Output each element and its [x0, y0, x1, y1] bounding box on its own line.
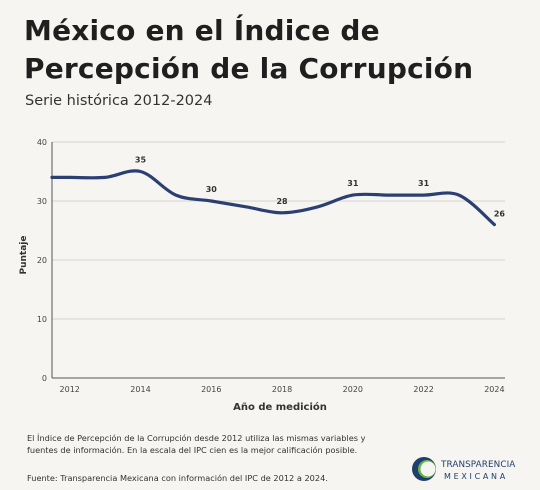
chart-title: México en el Índice de Percepción de la …	[24, 14, 474, 85]
x-tick-label-2018: 2018	[272, 385, 292, 394]
y-tick-label-10: 10	[37, 315, 47, 324]
chart-subtitle: Serie histórica 2012-2024	[25, 93, 213, 109]
transparencia-mexicana-logo: TRANSPARENCIA MEXICANA	[410, 455, 525, 485]
x-tick-label-2014: 2014	[130, 385, 150, 394]
y-tick-label-0: 0	[42, 374, 47, 383]
logo-text-line2: MEXICANA	[444, 472, 508, 481]
logo-text-line1: TRANSPARENCIA	[441, 460, 516, 470]
logo-mark-icon	[412, 457, 436, 481]
data-label-2022: 31	[418, 179, 430, 188]
gridlines	[52, 141, 505, 320]
source-note: Fuente: Transparencia Mexicana con infor…	[27, 473, 328, 483]
x-tick-label-2024: 2024	[484, 385, 504, 394]
x-tick-label-2022: 2022	[413, 385, 433, 394]
data-label-2018: 28	[276, 197, 288, 206]
data-labels: 35 30 28 31 31 26	[135, 156, 505, 219]
y-axis-label: Puntaje	[19, 236, 29, 275]
data-label-2014: 35	[135, 156, 147, 165]
methodology-note: El Índice de Percepción de la Corrupción…	[27, 433, 366, 455]
x-axis-label: Año de medición	[233, 401, 327, 413]
x-tick-label-2020: 2020	[343, 385, 363, 394]
data-label-2020: 31	[347, 179, 359, 188]
y-tick-label-40: 40	[37, 138, 47, 147]
x-tick-label-2016: 2016	[201, 385, 221, 394]
data-label-2016: 30	[206, 185, 218, 194]
data-label-2024: 26	[494, 210, 506, 219]
y-tick-label-30: 30	[37, 197, 47, 206]
line-chart: 0 10 20 30 40 2012 2014 2016 2018 2020 2022 2024 3…	[19, 138, 505, 413]
y-tick-label-20: 20	[37, 256, 47, 265]
series-line	[50, 169, 496, 227]
x-tick-labels: 2012 2014 2016 2018 2020 2022 2024	[60, 385, 505, 394]
y-tick-labels: 0 10 20 30 40	[37, 138, 47, 383]
x-tick-label-2012: 2012	[60, 385, 80, 394]
